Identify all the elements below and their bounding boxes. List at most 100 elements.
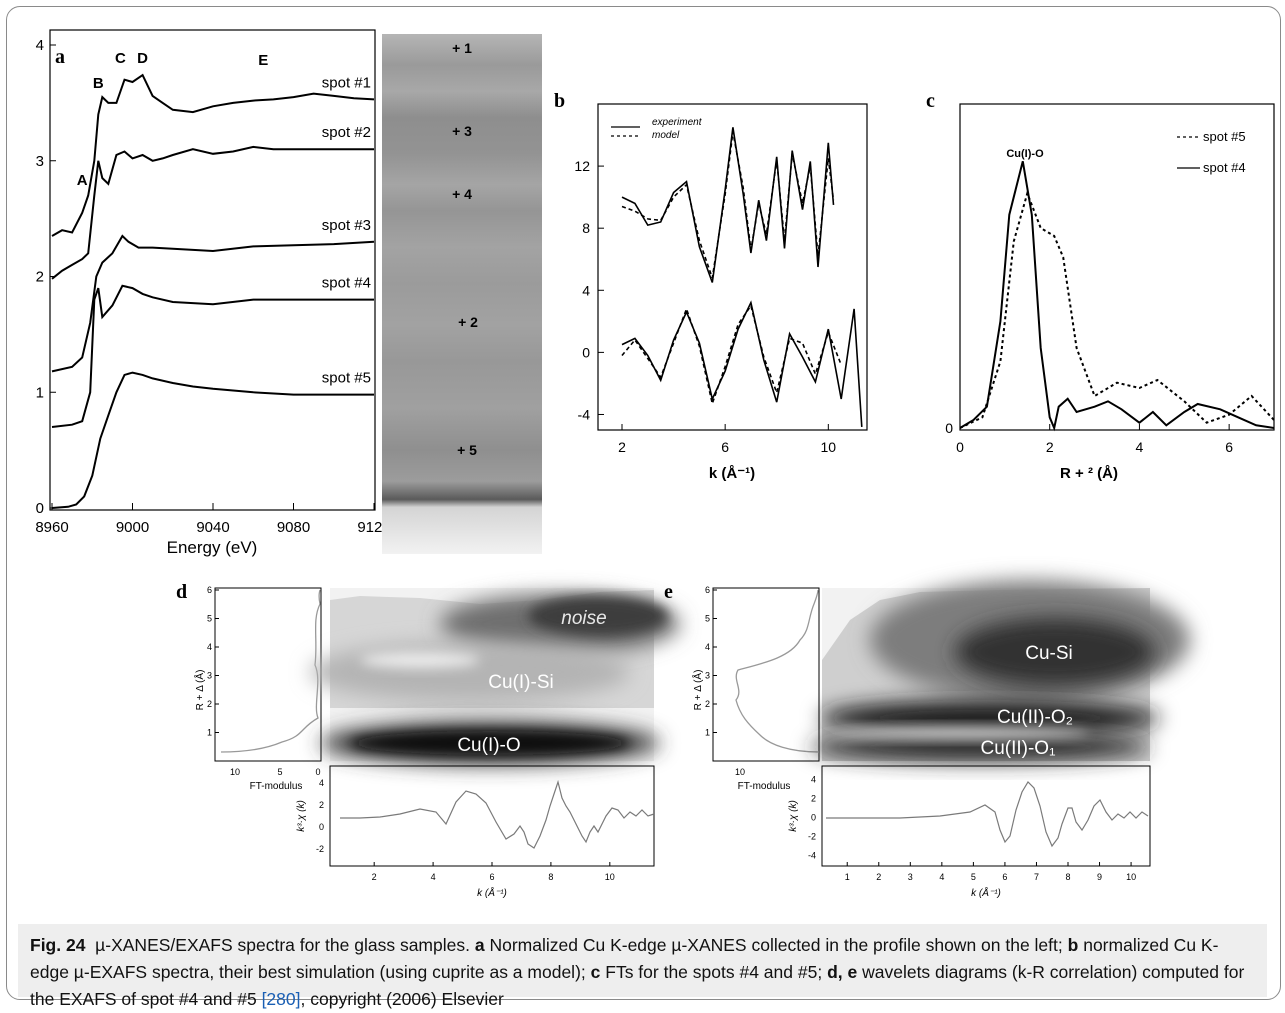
e-bottom-ytick-label: 4	[811, 775, 816, 785]
profile-marker: + 3	[452, 123, 472, 139]
panel-a-profile-image: + 1 + 3 + 4 + 2 + 5	[382, 34, 542, 554]
e-bottom-xtick-label: 1	[845, 872, 850, 882]
e-side-ytick-label: 1	[705, 728, 710, 738]
d-side-ytick-label: 5	[207, 614, 212, 624]
panel-c-ft: 0 2 4 6 0 c Cu(I)-O spot #5 spot #4 R + ² (…	[926, 90, 1275, 482]
a-ytick-label: 0	[36, 500, 44, 517]
panel-a-letter: a	[55, 46, 65, 68]
panel-e-bottom-frame	[821, 765, 1151, 867]
panel-a-x-ticks: 8960 9000 9040 9080 9120	[35, 503, 391, 536]
panel-b-series	[621, 127, 863, 427]
c-series-line-spot-4	[959, 161, 1275, 432]
panel-d-wavelet: d 1 2 3 4 5 6 10 5 0 R + Δ (Å) FT-modulus noise…	[176, 581, 680, 899]
panel-c-letter: c	[926, 90, 935, 112]
a-series-line-spot-5	[51, 371, 374, 509]
panel-c-annotation: Cu(I)-O	[1006, 148, 1044, 160]
panel-e-side-x-ticks: 10	[735, 767, 745, 777]
c-xtick-label: 0	[956, 439, 964, 455]
c-xtick-label: 2	[1046, 439, 1054, 455]
caption-c-letter: c	[590, 962, 601, 982]
panel-d-bottom-ylabel: k³·χ (k)	[296, 800, 307, 832]
d-bottom-ytick-label: -2	[316, 844, 324, 854]
panel-e-letter: e	[664, 581, 673, 603]
d-bottom-xtick-label: 8	[548, 872, 553, 882]
e-side-xtick-label: 10	[735, 767, 745, 777]
e-bottom-xtick-label: 5	[971, 872, 976, 882]
a-series-label-spot-1: spot #1	[322, 74, 371, 91]
panel-a-series	[51, 73, 375, 509]
panel-b-xlabel: k (Å⁻¹)	[709, 465, 755, 482]
b-ytick-label: 12	[574, 158, 590, 174]
panel-e-heatmap	[810, 580, 1190, 762]
e-bottom-ytick-label: 0	[811, 812, 816, 822]
a-ytick-label: 2	[36, 269, 44, 286]
b-ytick-label: 0	[582, 344, 590, 360]
d-bottom-xtick-label: 10	[605, 872, 615, 882]
profile-marker: + 2	[458, 314, 478, 330]
d-side-ytick-label: 3	[207, 671, 212, 681]
panel-c-x-ticks: 0 2 4 6	[956, 424, 1233, 455]
b-ytick-label: 4	[582, 282, 590, 298]
panel-e-bottom-y-ticks: 4 2 0 -2 -4	[808, 775, 816, 861]
a-feature-label-d: D	[137, 50, 148, 67]
e-bottom-xtick-label: 9	[1097, 872, 1102, 882]
e-bottom-ytick-label: -4	[808, 850, 816, 860]
d-bottom-xtick-label: 6	[489, 872, 494, 882]
e-side-ytick-label: 6	[705, 585, 710, 595]
region-label-cu-si: Cu-Si	[1025, 643, 1073, 664]
d-side-xtick-label: 5	[277, 767, 282, 777]
panel-d-ft-curve	[220, 589, 321, 753]
d-bottom-ytick-label: 2	[319, 800, 324, 810]
panel-c-series	[959, 161, 1275, 432]
e-bottom-xtick-label: 6	[1002, 872, 1007, 882]
e-side-ytick-label: 4	[705, 642, 710, 652]
d-side-ytick-label: 1	[207, 728, 212, 738]
a-xtick-label: 9080	[277, 519, 310, 536]
legend-spot5-label: spot #5	[1203, 129, 1246, 144]
a-series-label-spot-4: spot #4	[322, 275, 371, 292]
region-label-cui-o: Cu(I)-O	[457, 735, 520, 756]
a-series-line-spot-3	[51, 234, 375, 373]
a-feature-label-b: B	[93, 75, 104, 92]
c-xtick-label: 6	[1225, 439, 1233, 455]
a-series-label-spot-2: spot #2	[322, 124, 371, 141]
panel-e-kspace-curve	[826, 781, 1149, 848]
e-bottom-ytick-label: 2	[811, 793, 816, 803]
c-ytick-label: 0	[945, 420, 953, 436]
d-side-xtick-label: 0	[315, 767, 320, 777]
caption-reference-link[interactable]: [280]	[261, 989, 301, 1009]
e-bottom-xtick-label: 3	[908, 872, 913, 882]
a-series-line-spot-1	[51, 73, 375, 237]
d-side-ytick-label: 6	[207, 585, 212, 595]
region-label-noise: noise	[561, 608, 606, 629]
c-xtick-label: 4	[1136, 439, 1144, 455]
panel-a-series-labels: spot #1 spot #2 spot #3 spot #4 spot #5	[322, 74, 371, 386]
b-series-line-experiment	[621, 127, 835, 283]
a-feature-label-c: C	[115, 50, 126, 67]
profile-marker: + 4	[452, 186, 472, 202]
panel-e-side-ylabel: R + Δ (Å)	[691, 670, 704, 711]
a-xtick-label: 9000	[116, 519, 149, 536]
panel-e-ft-curve	[735, 589, 820, 753]
e-side-ytick-label: 3	[705, 671, 710, 681]
panel-b-frame	[597, 103, 868, 431]
legend-model-label: model	[652, 130, 680, 141]
panel-a-xlabel: Energy (eV)	[167, 538, 258, 557]
caption-b-letter: b	[1067, 935, 1079, 955]
caption-background	[18, 924, 1267, 997]
e-bottom-xtick-label: 4	[939, 872, 944, 882]
b-series-line-model	[621, 131, 835, 279]
panel-d-bottom-y-ticks: 4 2 0 -2	[316, 778, 324, 854]
panel-b-letter: b	[554, 90, 565, 112]
panel-d-side-xlabel: FT-modulus	[250, 781, 303, 792]
d-bottom-xtick-label: 4	[431, 872, 436, 882]
panel-c-xlabel: R + ² (Å)	[1060, 465, 1118, 482]
b-xtick-label: 2	[618, 439, 626, 455]
e-bottom-xtick-label: 7	[1034, 872, 1039, 882]
b-xtick-label: 6	[721, 439, 729, 455]
e-side-ytick-label: 5	[705, 614, 710, 624]
region-label-cui-si: Cu(I)-Si	[488, 672, 553, 693]
